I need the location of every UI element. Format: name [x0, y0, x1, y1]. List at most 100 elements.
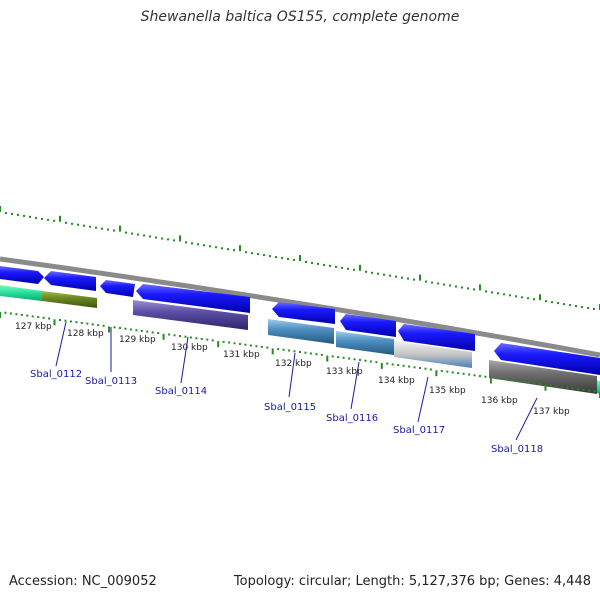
scale-tick-minor — [155, 236, 157, 239]
leader-line — [55, 321, 67, 367]
scale-tick-minor — [53, 219, 55, 222]
genome-summary-text: Topology: circular; Length: 5,127,376 bp… — [233, 574, 591, 589]
scale-tick-minor — [17, 213, 19, 216]
kbp-label: 136 kbp — [481, 396, 518, 406]
scale-tick-minor — [386, 362, 389, 365]
scale-tick-minor — [257, 253, 259, 256]
gene-labels: Sbal_0112 Sbal_0113 Sbal_0114 Sbal_0115 … — [30, 369, 543, 455]
scale-tick-minor — [549, 384, 552, 387]
scale-tick-minor — [575, 305, 577, 308]
kbp-label: 134 kbp — [378, 376, 415, 386]
inner-scale-ticks — [0, 311, 600, 398]
scale-tick-minor — [521, 296, 523, 299]
feature-bar-silver[interactable] — [394, 341, 472, 368]
gene-label-sbal-0116[interactable]: Sbal_0116 — [326, 413, 378, 424]
scale-tick-minor — [137, 233, 139, 236]
scale-tick-minor — [391, 363, 394, 366]
scale-tick-minor — [551, 301, 553, 304]
gene-label-sbal-0117[interactable]: Sbal_0117 — [393, 425, 445, 436]
scale-tick-minor — [191, 242, 193, 245]
scale-tick-minor — [5, 212, 7, 214]
forward-gene-7[interactable] — [398, 324, 475, 351]
feature-bar-purple[interactable] — [133, 300, 248, 330]
feature-bar-steel-2[interactable] — [336, 331, 394, 355]
scale-tick-minor — [125, 231, 127, 234]
feature-bar-teal-right[interactable] — [597, 380, 600, 394]
scale-tick-minor — [221, 247, 223, 250]
forward-gene-6[interactable] — [340, 314, 396, 337]
scale-tick-minor — [293, 259, 295, 261]
gene-label-sbal-0115[interactable]: Sbal_0115 — [264, 402, 316, 413]
scale-tick-minor — [23, 214, 25, 217]
scale-tick-minor — [269, 255, 271, 258]
scale-tick-minor — [179, 335, 181, 337]
forward-gene-4[interactable] — [136, 284, 250, 313]
scale-tick-minor — [4, 311, 7, 314]
scale-tick-minor — [69, 320, 72, 323]
scale-tick-minor — [15, 313, 18, 316]
scale-tick-minor — [528, 381, 531, 384]
kbp-label: 137 kbp — [533, 407, 570, 417]
scale-tick-minor — [506, 378, 509, 381]
scale-tick-minor — [517, 380, 520, 383]
scale-tick-minor — [407, 277, 409, 280]
gene-label-sbal-0118[interactable]: Sbal_0118 — [491, 444, 543, 455]
scale-tick-minor — [135, 329, 138, 332]
forward-strand-genes — [0, 266, 600, 375]
scale-tick-minor — [485, 290, 487, 293]
feature-bar-olive[interactable] — [42, 291, 97, 308]
gene-label-sbal-0114[interactable]: Sbal_0114 — [155, 386, 207, 397]
scale-tick-minor — [102, 324, 105, 327]
scale-tick-minor — [545, 300, 547, 303]
scale-tick-minor — [413, 278, 415, 281]
scale-tick-minor — [26, 314, 29, 317]
scale-tick-minor — [20, 313, 23, 316]
scale-tick-minor — [581, 306, 583, 309]
scale-tick-minor — [239, 343, 241, 345]
scale-tick-minor — [113, 229, 115, 232]
forward-gene-3[interactable] — [100, 280, 135, 297]
scale-tick-minor — [348, 357, 351, 360]
feature-bar-steel-1[interactable] — [268, 319, 334, 344]
kbp-label: 131 kbp — [223, 350, 260, 360]
scale-tick-minor — [395, 275, 397, 278]
scale-tick-minor — [129, 328, 132, 331]
forward-gene-8[interactable] — [494, 343, 600, 375]
scale-tick-minor — [473, 288, 475, 291]
scale-tick-minor — [491, 291, 493, 294]
scale-tick-minor — [140, 329, 143, 332]
scale-tick-minor — [329, 264, 331, 267]
scale-tick-minor — [233, 249, 235, 252]
feature-bar-grey[interactable] — [489, 360, 597, 394]
scale-tick-minor — [311, 262, 313, 264]
scale-tick-minor — [77, 223, 79, 226]
forward-gene-5[interactable] — [272, 302, 335, 324]
scale-tick-minor — [369, 360, 372, 363]
scale-tick-minor — [413, 366, 416, 369]
scale-tick-minor — [569, 304, 571, 307]
scale-tick-minor — [143, 234, 145, 237]
scale-tick-minor — [197, 243, 199, 246]
forward-gene-2[interactable] — [44, 271, 96, 291]
scale-tick-minor — [113, 326, 116, 329]
scale-tick-minor — [124, 327, 127, 330]
scale-tick-minor — [377, 272, 379, 275]
leader-line — [515, 397, 538, 441]
scale-tick-minor — [431, 281, 433, 284]
scale-tick-minor — [293, 350, 296, 353]
gene-label-sbal-0113[interactable]: Sbal_0113 — [85, 376, 137, 387]
scale-tick-minor — [341, 266, 343, 269]
scale-tick-minor — [587, 307, 589, 309]
leader-line — [350, 361, 360, 410]
gene-label-sbal-0112[interactable]: Sbal_0112 — [30, 369, 82, 380]
scale-tick-minor — [37, 316, 40, 319]
scale-tick-minor — [563, 303, 565, 306]
scale-tick-minor — [401, 276, 403, 279]
scale-tick-minor — [215, 246, 217, 249]
scale-tick-minor — [71, 222, 73, 225]
forward-gene-1[interactable] — [0, 266, 44, 284]
feature-bar-teal-left[interactable] — [0, 285, 42, 301]
leader-line — [180, 336, 189, 384]
scale-tick-minor — [389, 274, 391, 277]
scale-tick-minor — [41, 217, 43, 220]
